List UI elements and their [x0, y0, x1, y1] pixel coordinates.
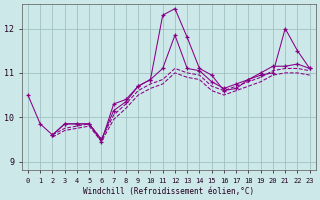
- X-axis label: Windchill (Refroidissement éolien,°C): Windchill (Refroidissement éolien,°C): [83, 187, 254, 196]
